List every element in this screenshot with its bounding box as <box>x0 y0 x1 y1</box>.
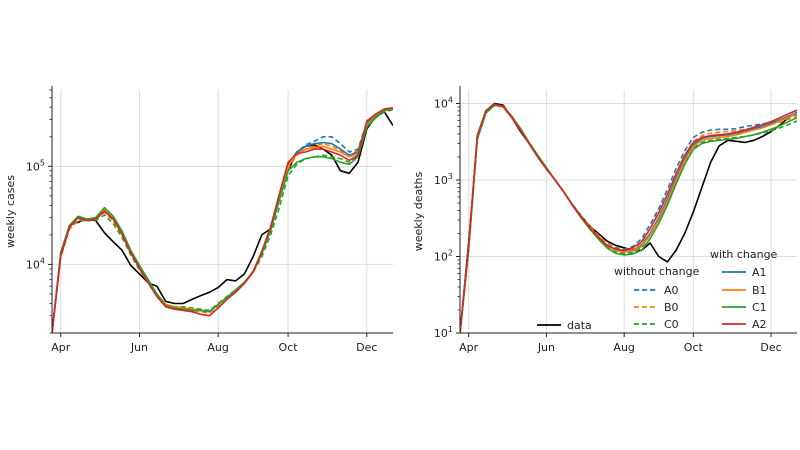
series-line-a0 <box>460 104 797 333</box>
y-tick-base: 10 <box>434 250 448 263</box>
legend-entry-b1: B1 <box>722 284 767 297</box>
series-line-b1 <box>460 104 797 333</box>
series-line-c0 <box>52 108 393 333</box>
x-tick-label: Jun <box>537 341 555 354</box>
y-tick-exponent: 4 <box>40 256 45 265</box>
legend-label: A2 <box>752 318 767 331</box>
y-tick-exponent: 4 <box>448 95 453 104</box>
x-tick-label: Aug <box>207 341 228 354</box>
y-tick-base: 10 <box>434 174 448 187</box>
x-tick-label: Aug <box>613 341 634 354</box>
y-tick-exponent: 3 <box>448 172 453 181</box>
y-tick-label: 104 <box>26 256 45 271</box>
series-line-a1 <box>460 104 797 333</box>
x-tick-label: Dec <box>356 341 377 354</box>
legend-title-without-change: without change <box>614 265 700 278</box>
series-line-b0 <box>460 104 797 333</box>
series-line-b1 <box>52 107 393 333</box>
y-tick-label: 105 <box>26 158 45 173</box>
y-tick-exponent: 1 <box>448 325 453 334</box>
y-tick-label: 101 <box>434 325 453 340</box>
legend: without change with change A0 B0 C0 A1 B1 C1 A2 d… <box>537 248 778 332</box>
series-line-a2 <box>52 107 393 333</box>
y-axis-label: weekly cases <box>4 175 17 248</box>
legend-entry-a2: A2 <box>722 318 767 331</box>
x-tick-label: Oct <box>279 341 299 354</box>
grid <box>460 90 797 334</box>
legend-label: A1 <box>752 266 767 279</box>
y-tick-label: 104 <box>434 95 453 110</box>
series-line-a2 <box>460 103 797 333</box>
legend-entry-a0: A0 <box>634 284 679 297</box>
series-line-c1 <box>460 104 797 333</box>
legend-entry-c0: C0 <box>634 318 679 331</box>
series-line-c1 <box>52 108 393 333</box>
y-tick-label: 102 <box>434 248 453 263</box>
legend-entry-a1: A1 <box>722 266 767 279</box>
legend-label: data <box>567 319 592 332</box>
x-tick-label: Apr <box>459 341 479 354</box>
legend-label: C0 <box>664 318 679 331</box>
x-tick-label: Jun <box>130 341 148 354</box>
y-tick-base: 10 <box>26 160 40 173</box>
legend-entry-b0: B0 <box>634 301 679 314</box>
legend-label: B0 <box>664 301 679 314</box>
series-line-c0 <box>460 104 797 333</box>
x-tick-label: Dec <box>760 341 781 354</box>
series-line-data <box>52 111 393 333</box>
y-axis-label: weekly deaths <box>412 172 425 252</box>
series-group <box>52 107 393 333</box>
y-tick-exponent: 2 <box>448 248 453 257</box>
y-tick-base: 10 <box>434 327 448 340</box>
x-tick-label: Oct <box>684 341 704 354</box>
y-tick-base: 10 <box>434 97 448 110</box>
series-group <box>460 102 797 333</box>
legend-label: A0 <box>664 284 679 297</box>
series-line-data <box>460 102 797 333</box>
y-tick-base: 10 <box>26 258 40 271</box>
legend-label: B1 <box>752 284 767 297</box>
series-line-a1 <box>52 107 393 333</box>
series-line-a0 <box>52 107 393 333</box>
y-tick-exponent: 5 <box>40 158 45 167</box>
y-tick-label: 103 <box>434 172 453 187</box>
legend-title-with-change: with change <box>710 248 778 261</box>
legend-entry-c1: C1 <box>722 301 767 314</box>
legend-entry-data: data <box>537 319 592 332</box>
series-line-b0 <box>52 108 393 333</box>
x-tick-label: Apr <box>51 341 71 354</box>
legend-label: C1 <box>752 301 767 314</box>
